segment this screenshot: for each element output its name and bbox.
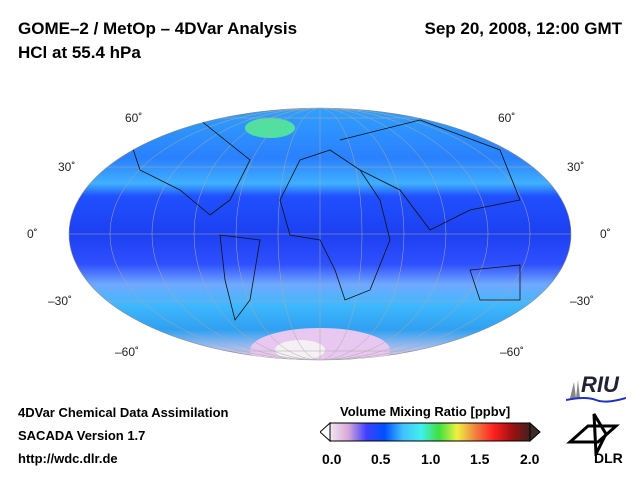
colorbar-high-arrow: [529, 421, 541, 443]
colorbar-tick: 1.0: [421, 451, 441, 467]
lat-label-left: 60˚: [125, 111, 142, 125]
colorbar-tick: 0.5: [371, 451, 391, 467]
colorbar-low-arrow: [320, 421, 331, 443]
colorbar-tick: 2.0: [520, 451, 540, 467]
map-subtitle: HCl at 55.4 hPa: [18, 43, 141, 62]
arctic-region: [245, 118, 295, 138]
lat-label-right: 30˚: [567, 160, 584, 174]
lat-label-right: 0˚: [600, 227, 611, 241]
coastlines: [129, 119, 521, 321]
lat-label-left: 30˚: [58, 160, 75, 174]
map-datetime: Sep 20, 2008, 12:00 GMT: [424, 19, 623, 38]
lat-label-left: 0˚: [27, 227, 38, 241]
footer-line2: SACADA Version 1.7: [18, 428, 146, 443]
footer-line1: 4DVar Chemical Data Assimilation: [18, 405, 229, 420]
colorbar-scale: [329, 422, 531, 442]
lat-label-right: –30˚: [570, 294, 594, 308]
colorbar: [320, 421, 541, 443]
footer-link[interactable]: http://wdc.dlr.de: [18, 451, 118, 466]
lat-label-right: 60˚: [498, 111, 515, 125]
lat-label-right: –60˚: [500, 345, 524, 359]
colorbar-tick: 1.5: [470, 451, 490, 467]
colorbar-tick: 0.0: [322, 451, 342, 467]
map-title: GOME–2 / MetOp – 4DVar Analysis: [18, 19, 298, 38]
riu-logo: RIU: [565, 372, 627, 403]
colorbar-title: Volume Mixing Ratio [ppbv]: [340, 404, 511, 419]
dlr-logo: DLR: [566, 412, 626, 472]
lat-label-left: –60˚: [115, 345, 139, 359]
lat-label-left: –30˚: [48, 294, 72, 308]
